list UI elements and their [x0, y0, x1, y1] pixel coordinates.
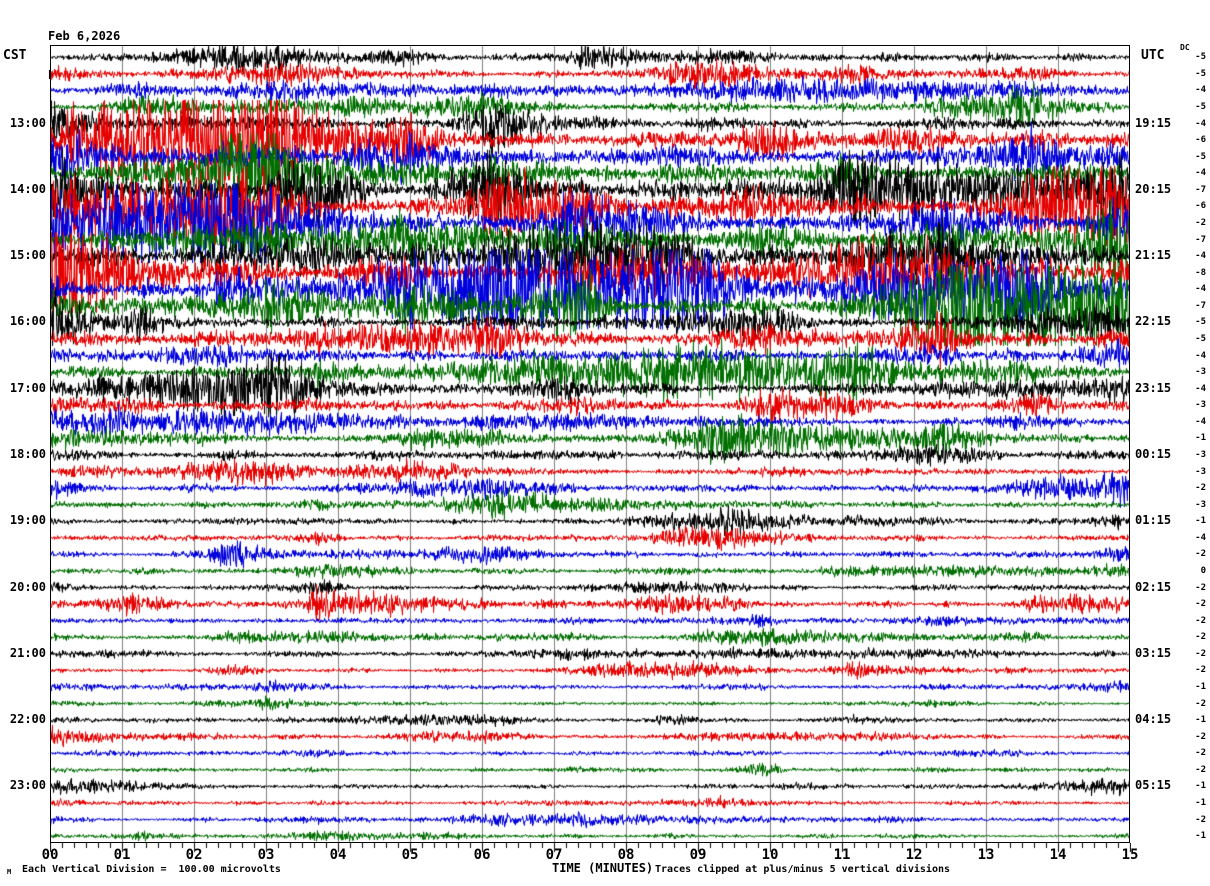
- corner-mark: M: [7, 868, 12, 876]
- dc-value: -1: [1195, 516, 1206, 527]
- dc-value: -2: [1195, 731, 1206, 742]
- dc-value: -4: [1195, 532, 1206, 543]
- x-tick-label: 15: [1121, 847, 1139, 863]
- trace-canvas: [50, 45, 1130, 843]
- dc-value: -2: [1195, 698, 1206, 709]
- scale-note: Each Vertical Division = 100.00 microvol…: [22, 864, 281, 875]
- header-date: Feb 6,2026: [48, 29, 121, 43]
- dc-value: -3: [1195, 466, 1206, 477]
- dc-value: -2: [1195, 615, 1206, 626]
- x-tick-label: 10: [761, 847, 779, 863]
- dc-value: -3: [1195, 367, 1206, 378]
- dc-value: -5: [1195, 333, 1206, 344]
- dc-value: -4: [1195, 383, 1206, 394]
- dc-value: -5: [1195, 102, 1206, 112]
- dc-value: -2: [1195, 748, 1206, 759]
- left-time-label: 17:00: [9, 380, 46, 395]
- right-timezone-label: UTC: [1141, 48, 1165, 63]
- x-tick-label: 11: [833, 847, 851, 863]
- dc-value: -4: [1195, 118, 1206, 129]
- clip-note: Traces clipped at plus/minus 5 vertical …: [655, 864, 951, 875]
- dc-value: -1: [1195, 781, 1206, 792]
- left-time-label: 18:00: [9, 446, 46, 461]
- dc-value: -1: [1195, 681, 1206, 692]
- dc-value: -5: [1195, 151, 1206, 162]
- right-time-label: 23:15: [1135, 380, 1172, 395]
- dc-value: -6: [1195, 135, 1206, 146]
- dc-value: 0: [1200, 565, 1206, 576]
- dc-value: -7: [1195, 184, 1206, 195]
- right-time-label: 05:15: [1135, 778, 1172, 793]
- seismogram-plot-area[interactable]: [50, 45, 1130, 843]
- dc-value: -2: [1195, 764, 1206, 775]
- right-time-label: 22:15: [1135, 314, 1172, 329]
- dc-value: -2: [1195, 218, 1206, 228]
- dc-value: -7: [1195, 234, 1206, 245]
- x-tick-label: 12: [905, 847, 923, 863]
- x-tick-label: 05: [401, 847, 419, 863]
- dc-value: -4: [1195, 168, 1206, 179]
- left-timezone-label: CST: [3, 48, 27, 63]
- left-time-label: 23:00: [9, 778, 46, 793]
- dc-value: -4: [1195, 350, 1206, 361]
- x-tick-label: 03: [257, 847, 275, 863]
- dc-value: -2: [1195, 582, 1206, 593]
- x-tick-label: 04: [329, 847, 347, 863]
- x-tick-label: 02: [185, 847, 203, 863]
- left-time-label: 15:00: [9, 248, 46, 263]
- left-time-label: 21:00: [9, 645, 46, 660]
- dc-value: -2: [1195, 665, 1206, 676]
- dc-value: -4: [1195, 85, 1206, 96]
- dc-value: -8: [1195, 267, 1206, 278]
- dc-value: -5: [1195, 68, 1206, 79]
- dc-column-header: DC: [1180, 43, 1190, 52]
- x-axis-title: TIME (MINUTES): [552, 861, 654, 875]
- dc-value: -2: [1195, 549, 1206, 560]
- x-tick-label: 09: [689, 847, 707, 863]
- dc-value: -1: [1195, 831, 1206, 842]
- right-time-label: 01:15: [1135, 513, 1172, 528]
- right-time-label: 03:15: [1135, 645, 1172, 660]
- dc-value: -2: [1195, 599, 1206, 610]
- right-time-label: 04:15: [1135, 712, 1172, 727]
- dc-value: -5: [1195, 52, 1206, 63]
- right-time-label: 19:15: [1135, 115, 1172, 130]
- x-tick-label: 00: [41, 847, 59, 863]
- dc-value: -2: [1195, 632, 1206, 643]
- dc-value: -1: [1195, 433, 1206, 444]
- dc-value: -3: [1195, 499, 1206, 510]
- right-time-label: 20:15: [1135, 181, 1172, 196]
- right-time-label: 00:15: [1135, 446, 1172, 461]
- left-time-label: 14:00: [9, 181, 46, 196]
- dc-value: -3: [1195, 449, 1206, 460]
- x-tick-label: 08: [617, 847, 635, 863]
- x-tick-label: 06: [473, 847, 491, 863]
- dc-value: -2: [1195, 814, 1206, 825]
- dc-value: -7: [1195, 300, 1206, 311]
- dc-value: -5: [1195, 317, 1206, 328]
- dc-value: -6: [1195, 201, 1206, 212]
- dc-value: -1: [1195, 797, 1206, 808]
- left-time-label: 20:00: [9, 579, 46, 594]
- x-tick-label: 07: [545, 847, 563, 863]
- x-axis-ticks: [50, 843, 1131, 855]
- dc-value: -4: [1195, 284, 1206, 295]
- right-time-label: 02:15: [1135, 579, 1172, 594]
- dc-value: -1: [1195, 715, 1206, 726]
- dc-value: -2: [1195, 648, 1206, 659]
- dc-value: -2: [1195, 483, 1206, 494]
- dc-value: -4: [1195, 251, 1206, 262]
- x-tick-label: 14: [1049, 847, 1067, 863]
- plot-border: [50, 45, 1130, 843]
- dc-value: -4: [1195, 416, 1206, 427]
- dc-value: -3: [1195, 400, 1206, 411]
- right-time-label: 21:15: [1135, 248, 1172, 263]
- left-time-label: 16:00: [9, 314, 46, 329]
- x-tick-label: 01: [113, 847, 131, 863]
- left-time-label: 22:00: [9, 712, 46, 727]
- left-time-label: 19:00: [9, 513, 46, 528]
- x-tick-label: 13: [977, 847, 995, 863]
- left-time-label: 13:00: [9, 115, 46, 130]
